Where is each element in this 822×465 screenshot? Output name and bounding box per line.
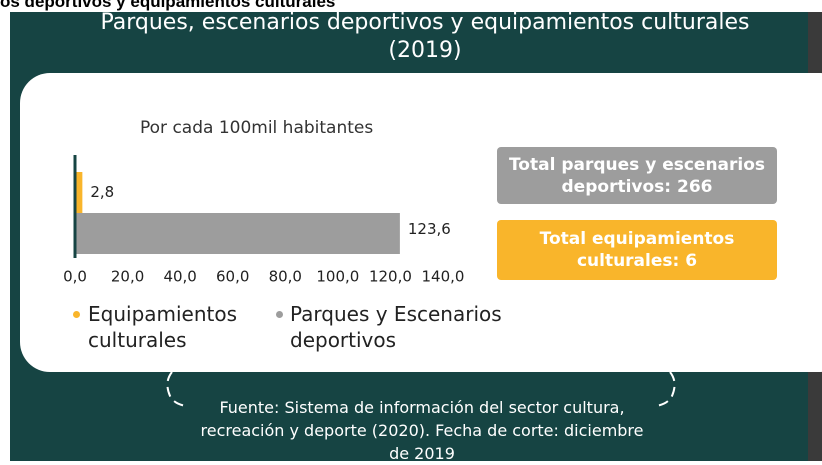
x-tick-label: 20,0 (111, 268, 144, 286)
legend-marker (73, 311, 80, 318)
bar (75, 213, 400, 254)
header: os deportivos y equipamientos culturales (0, 0, 336, 11)
chart-subtitle: (2019) (388, 38, 462, 63)
axis-note: Por cada 100mil habitantes (140, 118, 374, 138)
value-label: 2,8 (90, 183, 114, 201)
x-tick-label: 0,0 (63, 268, 87, 286)
x-tick-label: 120,0 (369, 268, 412, 286)
total-box: Total equipamientos culturales: 6 (497, 220, 777, 280)
bracket (655, 371, 676, 407)
chart-title: Parques, escenarios deportivos y equipam… (100, 10, 750, 35)
x-tick-label: 100,0 (316, 268, 359, 286)
legend-marker (276, 311, 283, 318)
bar (75, 172, 83, 213)
source-note: Fuente: Sistema de información del secto… (200, 398, 644, 463)
x-tick-label: 140,0 (422, 268, 465, 286)
x-tick-label: 40,0 (163, 268, 196, 286)
bracket (166, 371, 187, 407)
total-box: Total parques y escenarios deportivos: 2… (497, 147, 777, 204)
value-label: 123,6 (408, 220, 451, 238)
x-tick-label: 80,0 (269, 268, 302, 286)
legend-label: Parques y Escenarios deportivos (290, 302, 502, 352)
x-tick-label: 60,0 (216, 268, 249, 286)
legend-label: Equipamientos culturales (88, 302, 238, 352)
